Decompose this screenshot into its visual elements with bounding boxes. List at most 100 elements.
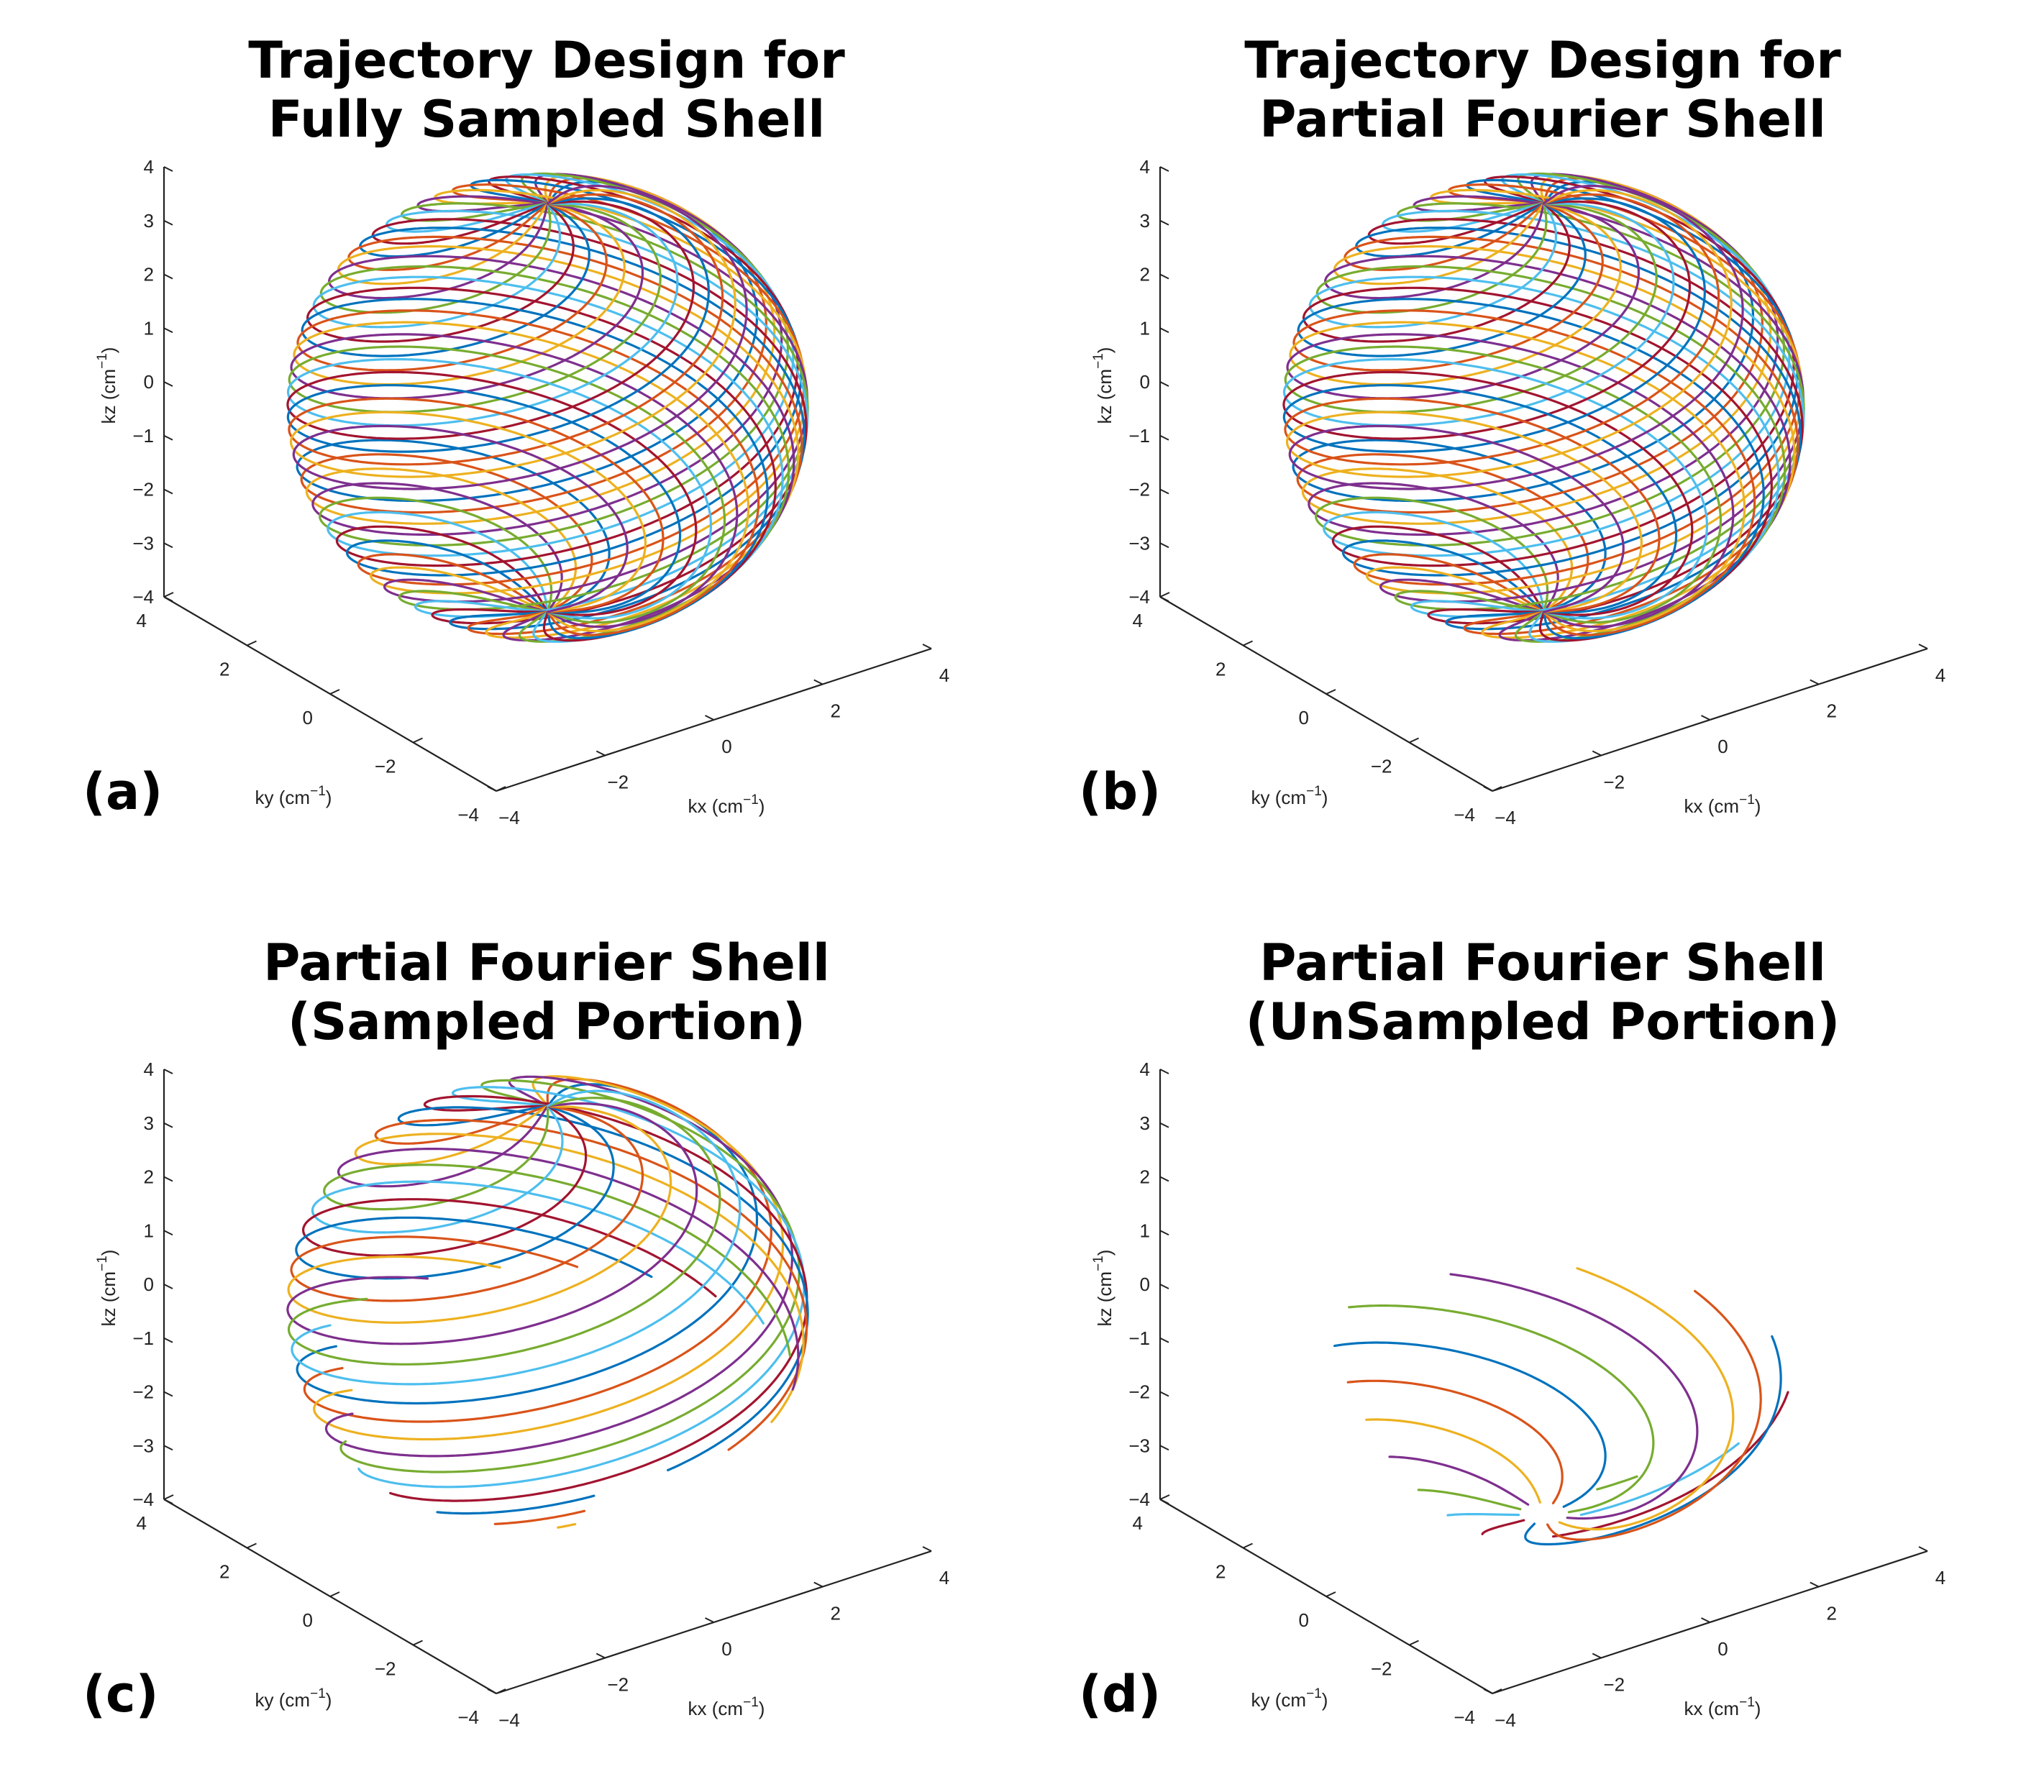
kx-tick-label: 4 [1935,1567,1945,1588]
kz-tick-label: 0 [1140,371,1150,393]
ky-tick-label: −2 [1371,1658,1392,1680]
trajectory-series [1284,202,1723,624]
panel-label: (d) [1079,1665,1161,1724]
kx-tick-label: 2 [1827,1603,1837,1624]
trajectory-series [289,189,736,613]
ky-axis-label: ky (cm−1) [255,784,332,808]
kz-tick-mark [163,1391,173,1397]
kx-tick-mark [1483,786,1493,792]
panel-title-line: Partial Fourier Shell [263,933,830,992]
trajectory-series [1382,202,1805,618]
kz-tick-label: 1 [1140,1220,1150,1241]
ky-tick-label: 2 [219,659,229,680]
ky-tick-mark [413,1640,423,1646]
trajectory-series [1288,184,1744,613]
kz-tick-label: 2 [144,264,154,285]
kz-tick-label: 1 [1140,317,1150,339]
kz-tick-mark [163,434,173,441]
trajectory-curves [286,172,809,643]
kz-tick-label: −1 [1128,425,1150,447]
kx-tick-label: −2 [607,1674,629,1696]
kz-tick-mark [163,1230,173,1236]
kz-tick-mark [1159,596,1169,602]
ky-tick-label: 0 [1299,1609,1309,1631]
kx-tick-label: −4 [1495,1709,1516,1731]
panel-title-line: (Sampled Portion) [288,992,806,1051]
ky-tick-label: 0 [1299,707,1309,728]
trajectory-series [287,1097,721,1366]
trajectory-series [1308,173,1779,613]
ky-tick-mark [163,1494,174,1500]
ky-tick-label: 4 [1133,1512,1143,1534]
kx-tick-mark [487,1688,497,1694]
kz-tick-mark [163,1122,173,1128]
trajectory-series [1282,200,1694,616]
ky-tick-mark [163,592,174,598]
kx-tick-label: −4 [498,1709,520,1731]
kz-tick-label: 0 [144,371,154,393]
trajectory-series [557,1523,577,1529]
kz-tick-label: −2 [1128,479,1150,500]
kx-tick-mark [1918,1546,1928,1552]
panel-title-line: Trajectory Design for [248,31,845,90]
trajectory-series [311,173,783,613]
kz-tick-label: −3 [1128,532,1150,554]
ky-axis-label: ky (cm−1) [1251,784,1328,808]
ky-tick-label: 4 [137,1512,147,1534]
kz-tick-mark [1159,1284,1169,1289]
trajectory-series [301,202,769,640]
trajectory-series [1353,183,1802,613]
kx-axis-label: kx (cm−1) [1684,1695,1761,1719]
trajectory-series [493,1509,586,1525]
ky-tick-label: 2 [219,1561,229,1583]
ky-tick-mark [329,1591,340,1597]
trajectory-series [1558,1267,1735,1531]
ky-tick-label: −4 [1454,804,1475,826]
kz-tick-label: 4 [1140,1059,1150,1080]
ky-tick-label: −2 [375,756,396,777]
kz-tick-mark [1159,381,1169,387]
kz-tick-label: −3 [132,1435,154,1456]
panel-title-line: Fully Sampled Shell [268,90,826,149]
kx-axis-label: kx (cm−1) [1684,792,1761,817]
kx-tick-label: 2 [831,1603,841,1624]
ky-tick-mark [1492,1688,1502,1694]
trajectory-series [1348,1304,1655,1514]
kz-tick-label: 3 [1140,210,1150,232]
trajectory-series [288,193,724,613]
ky-tick-mark [1326,1591,1336,1597]
trajectory-series [313,1075,785,1441]
ky-tick-mark [1409,1640,1419,1646]
kz-tick-label: −2 [132,1381,154,1403]
ky-axis-label: ky (cm−1) [1251,1686,1328,1711]
trajectory-curves [286,1075,809,1529]
trajectory-curves [1333,1267,1789,1546]
kz-tick-label: 0 [1140,1274,1150,1295]
kz-tick-label: 1 [144,1220,154,1241]
ky-tick-mark [247,1542,257,1549]
kz-tick-label: −3 [1128,1435,1150,1456]
kz-tick-mark [1159,1391,1169,1397]
trajectory-series [1524,1335,1782,1546]
panel-label: (a) [83,762,163,821]
panel-title-line: Partial Fourier Shell [1259,933,1826,992]
kx-tick-mark [1483,1688,1493,1694]
trajectory-series [1297,202,1765,640]
trajectory-series [397,1105,809,1472]
kx-tick-label: 0 [721,1638,731,1660]
trajectory-series [286,200,698,616]
ky-tick-mark [1409,737,1419,744]
ky-tick-label: 2 [1215,1561,1226,1583]
trajectory-series [1388,1455,1530,1506]
kx-tick-mark [596,750,606,756]
kx-tick-label: 0 [721,736,731,757]
kx-tick-mark [487,786,497,792]
kz-tick-label: −2 [1128,1381,1150,1403]
kz-tick-label: 4 [1140,156,1150,178]
ky-tick-label: 4 [1133,610,1143,631]
kz-tick-label: 1 [144,317,154,339]
trajectory-series [1365,1418,1541,1504]
trajectory-series [290,1105,644,1302]
kz-tick-mark [163,166,173,172]
kz-tick-mark [1159,1176,1169,1182]
